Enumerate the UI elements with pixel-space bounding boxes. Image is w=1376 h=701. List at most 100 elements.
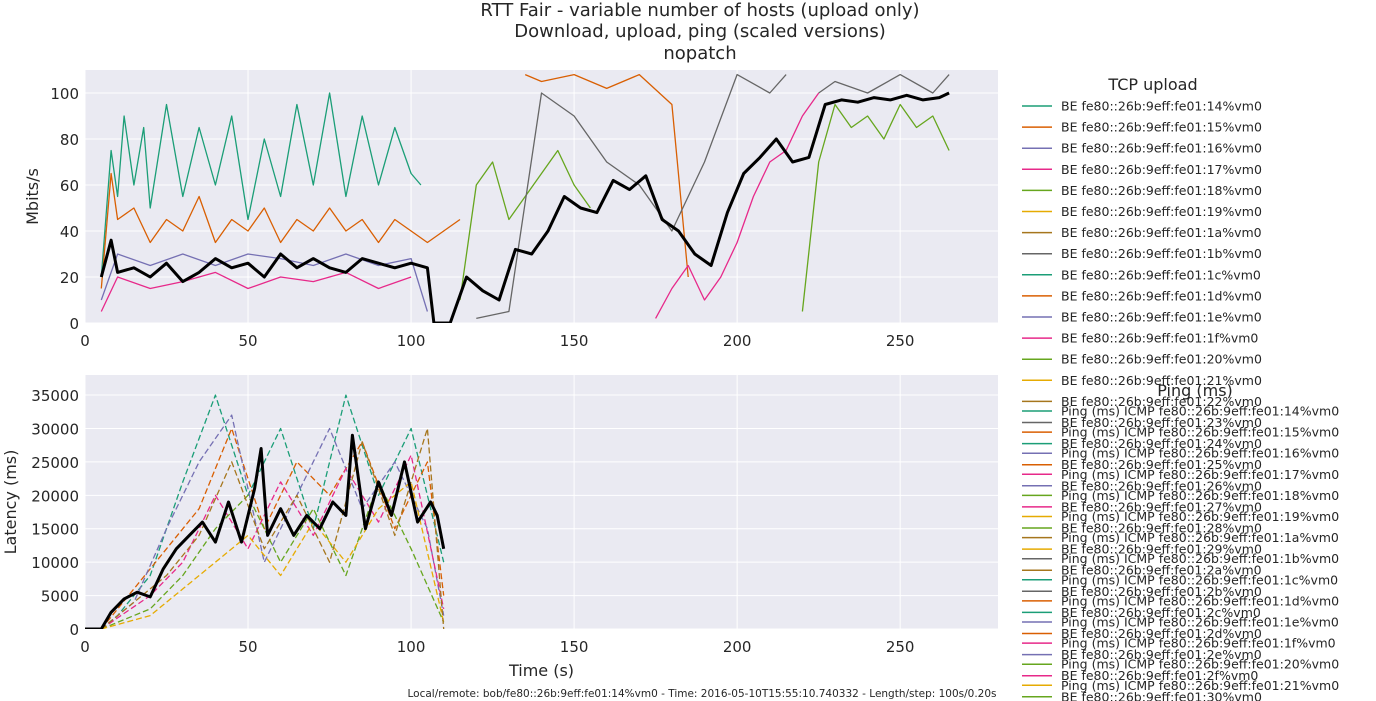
series-line <box>100 414 445 629</box>
legend-entry: Ping (ms) ICMP fe80::26b:9eff:fe01:15%vm… <box>1061 425 1339 440</box>
legend-entry: Ping (ms) ICMP fe80::26b:9eff:fe01:16%vm… <box>1061 446 1339 461</box>
x-tick-label: 200 <box>723 332 752 350</box>
series-line <box>100 271 412 312</box>
ping-panel: 0 50 100 150 200 250 0 5000 10000 15000 20000 25000… <box>1 375 998 680</box>
legend-entry: BE fe80::26b:9eff:fe01:14%vm0 <box>1061 99 1262 114</box>
legend-entry: Ping (ms) ICMP fe80::26b:9eff:fe01:18%vm… <box>1061 488 1339 503</box>
legend-entry: BE fe80::26b:9eff:fe01:23%vm0 <box>1061 415 1262 430</box>
chart-titles: RTT Fair - variable number of hosts (upl… <box>480 0 919 64</box>
y-tick-label: 0 <box>69 621 79 639</box>
y-tick-label: 35000 <box>31 387 79 405</box>
series-line <box>476 73 787 320</box>
series-line <box>459 149 591 301</box>
series-line <box>524 73 689 278</box>
legend-entry: BE fe80::26b:9eff:fe01:17%vm0 <box>1061 162 1262 177</box>
legend-entry: BE fe80::26b:9eff:fe01:1c%vm0 <box>1061 267 1261 282</box>
legend-entry: Ping (ms) ICMP fe80::26b:9eff:fe01:1f%vm… <box>1061 636 1336 651</box>
footer-info: Local/remote: bob/fe80::26b:9eff:fe01:14… <box>407 688 996 700</box>
series-line <box>101 481 445 629</box>
legend-entry: Ping (ms) ICMP fe80::26b:9eff:fe01:1e%vm… <box>1061 615 1339 630</box>
legend-entry: BE fe80::26b:9eff:fe01:2f%vm0 <box>1061 668 1258 683</box>
y-tick-label: 20 <box>60 269 79 287</box>
ping-legend: Ping (ms)Ping (ms) ICMP fe80::26b:9eff:f… <box>1022 381 1339 693</box>
legend-entry: BE fe80::26b:9eff:fe01:22%vm0 <box>1061 394 1262 409</box>
series-line <box>818 73 950 94</box>
legend-entry: BE fe80::26b:9eff:fe01:25%vm0 <box>1061 457 1262 472</box>
legend-entry: Ping (ms) ICMP fe80::26b:9eff:fe01:1b%vm… <box>1061 551 1339 566</box>
legend-entry: BE fe80::26b:9eff:fe01:27%vm0 <box>1061 499 1262 514</box>
legend-entry: BE fe80::26b:9eff:fe01:21%vm0 <box>1061 373 1262 388</box>
plot-background <box>85 375 998 629</box>
legend-entry: Ping (ms) ICMP fe80::26b:9eff:fe01:14%vm… <box>1061 404 1339 419</box>
legend-entry: BE fe80::26b:9eff:fe01:26%vm0 <box>1061 478 1262 493</box>
legend-entry: BE fe80::26b:9eff:fe01:2b%vm0 <box>1061 584 1262 599</box>
series-line <box>100 172 461 289</box>
x-tick-label: 250 <box>886 332 915 350</box>
x-tick-label: 250 <box>886 638 915 656</box>
legend-entry: BE fe80::26b:9eff:fe01:18%vm0 <box>1061 183 1262 198</box>
legend-entry: BE fe80::26b:9eff:fe01:16%vm0 <box>1061 141 1262 156</box>
x-tick-label: 0 <box>80 638 90 656</box>
y-tick-label: 60 <box>60 177 79 195</box>
y-tick-label: 15000 <box>31 521 79 539</box>
y-axis-label: Latency (ms) <box>1 450 20 555</box>
x-tick-label: 50 <box>238 332 257 350</box>
series-line <box>100 394 445 629</box>
series-line <box>101 481 445 629</box>
legend-entry: BE fe80::26b:9eff:fe01:20%vm0 <box>1061 352 1262 367</box>
series-line <box>655 92 820 319</box>
legend-entry: BE fe80::26b:9eff:fe01:1d%vm0 <box>1061 288 1262 303</box>
y-tick-label: 10000 <box>31 554 79 572</box>
x-tick-label: 50 <box>238 638 257 656</box>
y-tick-label: 100 <box>50 85 79 103</box>
legend-entry: Ping (ms) ICMP fe80::26b:9eff:fe01:17%vm… <box>1061 467 1339 482</box>
legend-entry: Ping (ms) ICMP fe80::26b:9eff:fe01:1a%vm… <box>1061 530 1339 545</box>
legend-entry: BE fe80::26b:9eff:fe01:30%vm0 <box>1061 689 1262 701</box>
x-axis-label: Time (s) <box>508 661 574 680</box>
x-tick-label: 100 <box>397 332 426 350</box>
legend-entry: BE fe80::26b:9eff:fe01:2e%vm0 <box>1061 647 1262 662</box>
legend-entry: BE fe80::26b:9eff:fe01:1e%vm0 <box>1061 310 1262 325</box>
legend-entry: BE fe80::26b:9eff:fe01:28%vm0 <box>1061 521 1262 536</box>
y-tick-label: 30000 <box>31 420 79 438</box>
chart-variant: nopatch <box>663 43 736 64</box>
legend-entry: BE fe80::26b:9eff:fe01:2c%vm0 <box>1061 605 1261 620</box>
series-line <box>801 103 950 312</box>
chart-title: RTT Fair - variable number of hosts (upl… <box>480 0 919 21</box>
legend-entry: BE fe80::26b:9eff:fe01:1f%vm0 <box>1061 331 1258 346</box>
chart-subtitle: Download, upload, ping (scaled versions) <box>514 21 886 42</box>
legend-entry: BE fe80::26b:9eff:fe01:19%vm0 <box>1061 204 1262 219</box>
legend-entry: Ping (ms) ICMP fe80::26b:9eff:fe01:20%vm… <box>1061 657 1339 672</box>
y-tick-label: 80 <box>60 131 79 149</box>
plot-background <box>85 70 998 323</box>
y-tick-label: 0 <box>69 315 79 333</box>
series-line <box>100 427 445 629</box>
series-line <box>99 91 950 323</box>
y-axis-label: Mbits/s <box>23 168 42 225</box>
x-tick-label: 150 <box>560 638 589 656</box>
y-tick-label: 40 <box>60 223 79 241</box>
y-tick-label: 5000 <box>41 588 79 606</box>
legend-entry: BE fe80::26b:9eff:fe01:24%vm0 <box>1061 436 1262 451</box>
legend-entry: BE fe80::26b:9eff:fe01:2d%vm0 <box>1061 626 1262 641</box>
x-tick-label: 100 <box>397 638 426 656</box>
series-line <box>85 433 446 629</box>
legend-entry: BE fe80::26b:9eff:fe01:29%vm0 <box>1061 542 1262 557</box>
legend-entry: Ping (ms) ICMP fe80::26b:9eff:fe01:21%vm… <box>1061 678 1339 693</box>
series-line <box>100 92 422 278</box>
legend-entry: BE fe80::26b:9eff:fe01:15%vm0 <box>1061 120 1262 135</box>
legend-entry: Ping (ms) ICMP fe80::26b:9eff:fe01:1d%vm… <box>1061 593 1339 608</box>
y-tick-label: 20000 <box>31 487 79 505</box>
legend-entry: BE fe80::26b:9eff:fe01:1b%vm0 <box>1061 246 1262 261</box>
y-tick-label: 25000 <box>31 454 79 472</box>
legend-entry: BE fe80::26b:9eff:fe01:1a%vm0 <box>1061 225 1262 240</box>
upload-panel: 0 50 100 150 200 250 0 20 40 60 80 100 Mbits/s <box>23 70 998 350</box>
legend-title: TCP upload <box>1107 75 1197 94</box>
legend-entry: Ping (ms) ICMP fe80::26b:9eff:fe01:1c%vm… <box>1061 572 1338 587</box>
x-tick-label: 200 <box>723 638 752 656</box>
x-tick-label: 150 <box>560 332 589 350</box>
legend-title: Ping (ms) <box>1157 381 1233 400</box>
x-tick-label: 0 <box>80 332 90 350</box>
